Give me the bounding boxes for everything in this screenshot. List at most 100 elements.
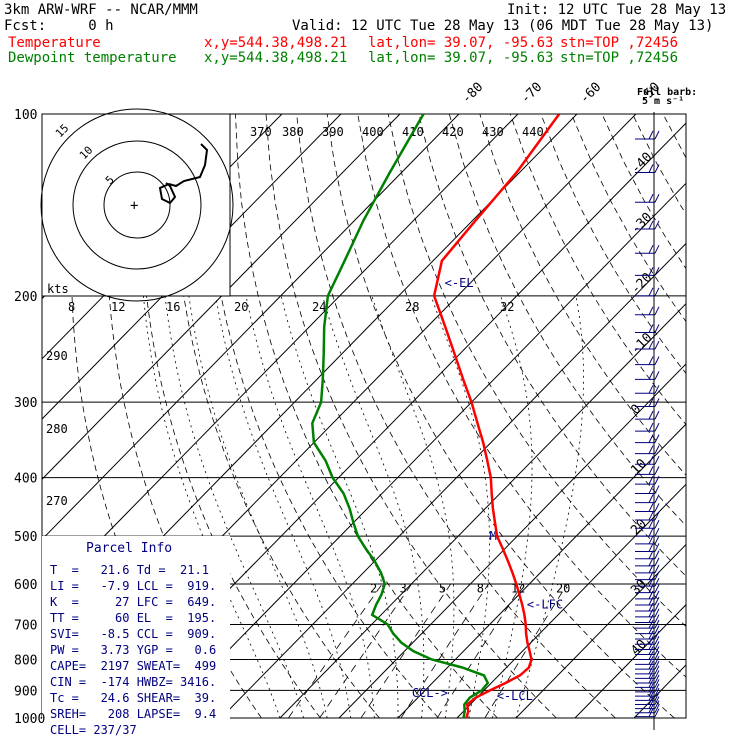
wind-barb [654,130,660,140]
wind-barb [648,287,654,297]
parcel-info-box: Parcel Info T = 21.6 Td = 21.1 LI = -7.9… [42,536,230,737]
theta-label: 440 [522,125,544,139]
parcel-row: PW = 3.73 YGP = 0.6 [50,643,216,657]
wind-barb [654,398,660,407]
wind-barb [648,557,654,567]
lcl-marker: <-LCL [497,689,533,703]
wind-barb [654,614,660,623]
mixing-ratio-label: 5 [439,582,446,596]
hodograph-center-mark: + [130,198,138,214]
lfc-marker: <-LFC [527,598,563,612]
dry-adiabat [662,114,686,159]
hodograph-speed-tick: 24 [312,300,326,314]
isotherm-label: 40 [628,637,650,659]
wind-barb [654,692,660,701]
hodograph-trace [158,143,209,205]
moist-adiabat [280,295,399,718]
pressure-tick-label: 200 [14,290,37,305]
wind-barb [648,455,654,465]
wind-barb [654,485,660,494]
wind-barb [654,503,660,512]
wind-barb [648,602,654,612]
forecast-hour: Fcst: 0 h [4,18,114,34]
wind-barb [654,244,660,254]
isotherm [42,114,342,420]
hodograph-speed-tick: 32 [500,300,514,314]
wind-barb [648,244,654,254]
dry-adiabat [509,114,686,426]
hodograph-ring-10 [72,140,202,270]
wind-barb [648,356,654,365]
isotherm [456,483,686,718]
barb-legend-title: Full barb: [637,87,697,98]
wind-barb [654,543,660,552]
wind-barb [648,571,654,580]
dry-adiabat [540,114,686,374]
ccl-marker: CCL-> [412,686,448,700]
wind-barb [654,164,660,173]
wind-barb [654,700,660,709]
isotherm [338,363,686,718]
wind-barb [648,696,654,705]
wind-barb [648,596,654,606]
hodograph-speed-tick: 16 [166,300,180,314]
wind-barb [654,220,660,230]
wind-barb [648,130,654,140]
wind-barb [654,445,660,454]
wind-barb [648,194,654,203]
wind-barb [654,577,660,587]
isotherm [42,114,460,541]
wind-barb [654,475,660,485]
parcel-row: T = 21.6 Td = 21.1 [50,563,209,577]
dry-adiabat [296,114,616,718]
isotherm [42,114,401,480]
moist-adiabat [245,295,375,718]
wind-barb [654,571,660,580]
wind-barb [654,557,660,567]
hodograph-ring-5 [103,171,171,239]
parcel-row: SREH= 208 LAPSE= 9.4 [50,707,216,721]
wind-barb [648,503,654,512]
wind-barb [654,596,660,606]
hodograph-ring-15 [40,108,234,302]
wind-barb [648,340,654,350]
theta-label: 280 [46,422,68,436]
dry-adiabat [106,114,262,718]
wind-barb [654,287,660,297]
dry-adiabat [265,114,557,718]
wind-barb [654,651,660,660]
dewpoint-station: stn=TOP ,72456 [560,50,679,66]
dry-adiabat [724,114,740,718]
wind-barb [648,466,654,475]
wind-barb [654,674,660,684]
isotherm [574,604,686,718]
wind-barb [648,543,654,552]
temperature-station: stn=TOP ,72456 [560,35,679,51]
pressure-tick-label: 900 [14,684,37,699]
valid-time: Valid: 12 UTC Tue 28 May 13 (06 MDT Tue … [292,18,714,34]
dry-adiabat [387,114,686,628]
wind-barb [654,410,660,420]
wind-barb [648,422,654,432]
init-time: Init: 12 UTC Tue 28 May 13 [507,2,727,18]
mixing-ratio-line [484,583,568,718]
wind-barb [648,670,654,679]
wind-barb [648,371,654,380]
wind-barb [648,692,654,701]
dry-adiabat [479,114,686,476]
temperature-line [432,114,561,718]
wind-barb [654,625,660,634]
parcel-row: CIN = -174 HWBZ= 3416. [50,675,216,689]
dry-adiabat [357,114,686,678]
hodograph-speed-tick: 28 [405,300,419,314]
isotherm-label: -20 [628,270,655,297]
pressure-tick-label: 300 [14,396,37,411]
wind-barb [654,646,660,655]
dry-adiabats [71,114,740,718]
moist-adiabat [492,295,533,718]
pressure-tick-label: 700 [14,618,37,633]
sounding-series [311,114,561,718]
wind-barb [648,324,654,333]
wind-barb [648,494,654,503]
parcel-row: TT = 60 EL = 195. [50,611,216,625]
